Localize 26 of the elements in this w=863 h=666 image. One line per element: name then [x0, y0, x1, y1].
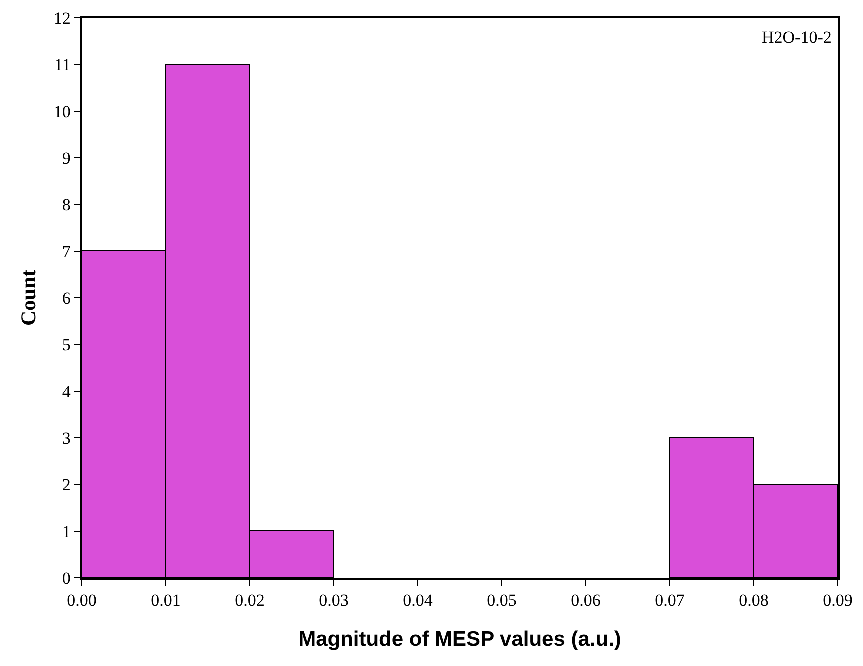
y-tick-label: 2: [62, 476, 71, 495]
x-tick-label: 0.03: [319, 591, 349, 610]
x-tick-label: 0.09: [823, 591, 853, 610]
annotation: H2O-10-2: [762, 28, 832, 47]
x-tick-label: 0.05: [487, 591, 517, 610]
y-tick-label: 4: [62, 382, 72, 402]
x-tick-label: 0.08: [739, 591, 769, 610]
y-tick-label: 6: [62, 288, 71, 308]
y-axis-title: Count: [16, 270, 40, 326]
x-tick-label: 0.01: [151, 591, 181, 610]
x-axis-title: Magnitude of MESP values (a.u.): [298, 628, 622, 651]
x-tick-label: 0.00: [67, 591, 97, 610]
y-tick-label: 5: [62, 336, 71, 355]
y-tick-label: 7: [62, 242, 72, 262]
y-tick-label: 9: [62, 148, 71, 168]
y-tick-label: 10: [54, 102, 71, 122]
x-tick-label: 0.06: [571, 591, 601, 610]
y-tick-label: 1: [62, 522, 71, 542]
y-tick-label: 8: [62, 196, 71, 215]
y-tick-label: 12: [54, 8, 71, 28]
x-tick-label: 0.04: [403, 591, 434, 610]
y-tick-label: 3: [62, 428, 71, 448]
x-tick-label: 0.02: [235, 591, 265, 610]
y-tick-label: 11: [54, 56, 71, 75]
x-tick-label: 0.07: [655, 591, 686, 610]
y-tick-label: 0: [62, 568, 71, 588]
